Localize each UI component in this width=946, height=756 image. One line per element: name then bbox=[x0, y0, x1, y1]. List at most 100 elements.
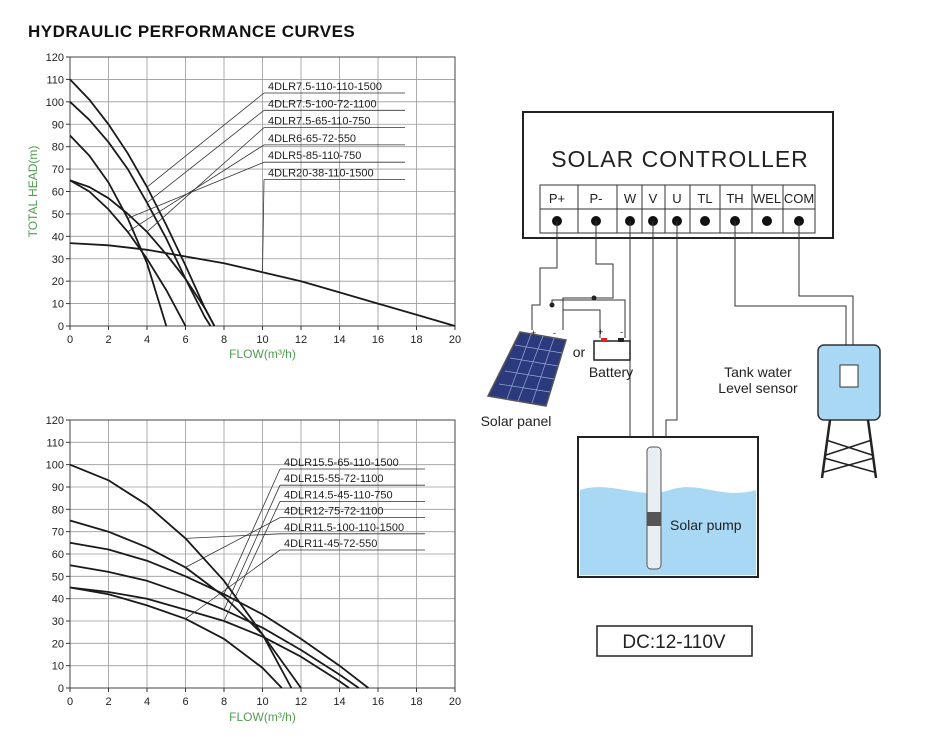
wire bbox=[563, 309, 601, 338]
legend-leader bbox=[146, 92, 265, 188]
plot-frame bbox=[69, 56, 456, 327]
x-tick-label: 16 bbox=[372, 696, 384, 708]
legend-label: 4DLR15.5-65-110-1500 bbox=[284, 457, 399, 469]
panel-terminal: + bbox=[531, 328, 536, 338]
controller-title: SOLAR CONTROLLER bbox=[551, 146, 809, 172]
y-tick-label: 90 bbox=[52, 482, 64, 494]
pump-band bbox=[647, 512, 661, 526]
legend-label: 4DLR11-45-72-550 bbox=[284, 538, 377, 550]
y-tick-label: 10 bbox=[52, 661, 64, 673]
y-tick-label: 100 bbox=[46, 97, 64, 109]
x-tick-label: 4 bbox=[144, 334, 150, 346]
y-tick-label: 30 bbox=[52, 616, 64, 628]
series-line bbox=[69, 586, 350, 689]
y-tick-label: 110 bbox=[46, 74, 64, 86]
terminal-label: P- bbox=[590, 191, 603, 206]
x-tick-label: 0 bbox=[67, 696, 73, 708]
x-tick-label: 18 bbox=[410, 334, 422, 346]
wire bbox=[798, 221, 854, 370]
x-tick-label: 8 bbox=[221, 696, 227, 708]
terminal-label: TH bbox=[726, 191, 743, 206]
battery-terminal: - bbox=[620, 327, 623, 337]
series-line bbox=[69, 564, 360, 689]
x-tick-label: 18 bbox=[410, 696, 422, 708]
legend-label: 4DLR6-65-72-550 bbox=[268, 133, 356, 145]
y-tick-label: 100 bbox=[46, 460, 64, 472]
y-tick-label: 80 bbox=[52, 142, 64, 154]
x-axis-label: FLOW(m³/h) bbox=[229, 710, 296, 724]
wire bbox=[531, 221, 558, 330]
x-tick-label: 4 bbox=[144, 696, 150, 708]
x-tick-label: 20 bbox=[449, 696, 461, 708]
water bbox=[580, 487, 756, 575]
battery bbox=[593, 340, 631, 361]
y-tick-label: 120 bbox=[46, 415, 64, 427]
y-tick-label: 60 bbox=[52, 549, 64, 561]
or-label: or bbox=[573, 344, 586, 360]
legend-leader bbox=[223, 501, 281, 622]
junction bbox=[549, 302, 555, 308]
x-tick-label: 14 bbox=[333, 696, 345, 708]
x-tick-label: 12 bbox=[295, 696, 307, 708]
battery-terminal: + bbox=[598, 327, 603, 337]
y-tick-label: 40 bbox=[52, 594, 64, 606]
pump bbox=[646, 446, 662, 570]
tower bbox=[820, 419, 878, 479]
y-tick-label: 110 bbox=[46, 437, 64, 449]
x-tick-label: 2 bbox=[105, 334, 111, 346]
terminal-screw bbox=[762, 216, 772, 226]
series-line bbox=[69, 586, 283, 689]
y-tick-label: 60 bbox=[52, 187, 64, 199]
x-axis-label: FLOW(m³/h) bbox=[229, 347, 296, 361]
x-tick-label: 6 bbox=[182, 334, 188, 346]
x-tick-label: 0 bbox=[67, 334, 73, 346]
y-tick-label: 120 bbox=[46, 52, 64, 64]
plot-frame bbox=[69, 419, 456, 689]
legend-leader bbox=[223, 468, 281, 595]
x-tick-label: 2 bbox=[105, 696, 111, 708]
series-line bbox=[69, 179, 216, 327]
legend-leader bbox=[146, 109, 265, 204]
terminal-label: TL bbox=[697, 191, 712, 206]
battery-neg bbox=[618, 338, 624, 342]
legend-label: 4DLR12-75-72-1100 bbox=[284, 506, 383, 518]
wire bbox=[562, 221, 614, 330]
y-tick-label: 70 bbox=[52, 164, 64, 176]
legend-leader bbox=[185, 517, 281, 568]
wire bbox=[665, 221, 678, 470]
series-line bbox=[69, 541, 369, 689]
sensor bbox=[839, 364, 859, 388]
terminal-label: U bbox=[672, 191, 681, 206]
y-tick-label: 70 bbox=[52, 527, 64, 539]
y-tick-label: 40 bbox=[52, 231, 64, 243]
y-tick-label: 20 bbox=[52, 638, 64, 650]
x-tick-label: 8 bbox=[221, 334, 227, 346]
solar-panel bbox=[486, 331, 567, 407]
legend-label: 4DLR7.5-65-110-750 bbox=[268, 116, 371, 128]
sensor-label: Tank water bbox=[724, 364, 792, 380]
series-line bbox=[69, 134, 168, 327]
panel-face bbox=[486, 331, 567, 407]
diagram: SOLAR CONTROLLER P+ P- W V U TL TH WEL COM + bbox=[481, 111, 881, 657]
y-tick-label: 50 bbox=[52, 571, 64, 583]
y-tick-label: 80 bbox=[52, 504, 64, 516]
legend-leader bbox=[185, 533, 281, 539]
wire bbox=[734, 221, 847, 370]
y-tick-label: 20 bbox=[52, 276, 64, 288]
x-tick-label: 12 bbox=[295, 334, 307, 346]
y-tick-label: 0 bbox=[58, 683, 64, 695]
y-axis-label: TOTAL HEAD(m) bbox=[26, 146, 40, 238]
panel-label: Solar panel bbox=[481, 413, 552, 429]
terminal-label: WEL bbox=[753, 191, 781, 206]
legend-label: 4DLR14.5-45-110-750 bbox=[284, 489, 393, 501]
legend-leader bbox=[146, 127, 265, 233]
y-tick-label: 30 bbox=[52, 254, 64, 266]
x-tick-label: 10 bbox=[256, 334, 268, 346]
sensor-label: Level sensor bbox=[718, 380, 798, 396]
terminal-label: P+ bbox=[549, 191, 565, 206]
pump-label: Solar pump bbox=[670, 517, 742, 533]
terminal-screw bbox=[700, 216, 710, 226]
legend-label: 4DLR5-85-110-750 bbox=[268, 150, 361, 162]
legend-leader bbox=[127, 144, 265, 233]
